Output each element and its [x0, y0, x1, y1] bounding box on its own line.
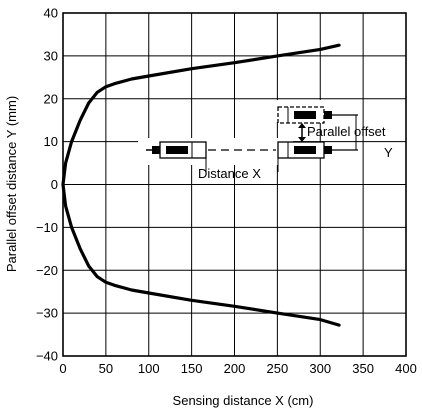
x-axis-label: Sensing distance X (cm): [173, 393, 314, 408]
x-tick-label: 400: [395, 361, 417, 376]
x-tick-label: 300: [309, 361, 331, 376]
x-tick-label: 350: [352, 361, 374, 376]
y-tick-label: −30: [36, 306, 58, 321]
series-line: [61, 43, 341, 327]
x-tick-label: 250: [267, 361, 289, 376]
sensor-diagram: Parallel offset Y Distance X: [138, 100, 393, 181]
offset-double-arrow-icon: [298, 123, 306, 142]
y-tick-label: −10: [36, 220, 58, 235]
distance-label: Distance X: [198, 166, 261, 181]
x-tick-label: 150: [181, 361, 203, 376]
y-axis-label: Parallel offset distance Y (mm): [4, 96, 19, 272]
y-tick-labels: 40 30 20 10 0 −10 −20 −30 −40: [36, 6, 58, 364]
x-tick-label: 0: [59, 361, 66, 376]
offset-symbol-label: Y: [384, 145, 393, 160]
receiver-sensor-icon: [277, 141, 358, 159]
offset-label: Parallel offset: [307, 124, 386, 139]
x-tick-label: 100: [138, 361, 160, 376]
x-tick-labels: 0 50 100 150 200 250 300 350 400: [59, 361, 416, 376]
receiver-offset-sensor-icon: [277, 106, 358, 124]
y-tick-label: 30: [44, 48, 58, 63]
grid: [62, 12, 407, 357]
y-tick-label: −20: [36, 263, 58, 278]
y-tick-label: 10: [44, 134, 58, 149]
y-tick-label: −40: [36, 349, 58, 364]
y-tick-label: 40: [44, 6, 58, 21]
y-tick-label: 0: [51, 177, 58, 192]
x-tick-label: 50: [99, 361, 113, 376]
emitter-sensor-icon: [146, 141, 207, 159]
y-tick-label: 20: [44, 91, 58, 106]
x-tick-label: 200: [224, 361, 246, 376]
